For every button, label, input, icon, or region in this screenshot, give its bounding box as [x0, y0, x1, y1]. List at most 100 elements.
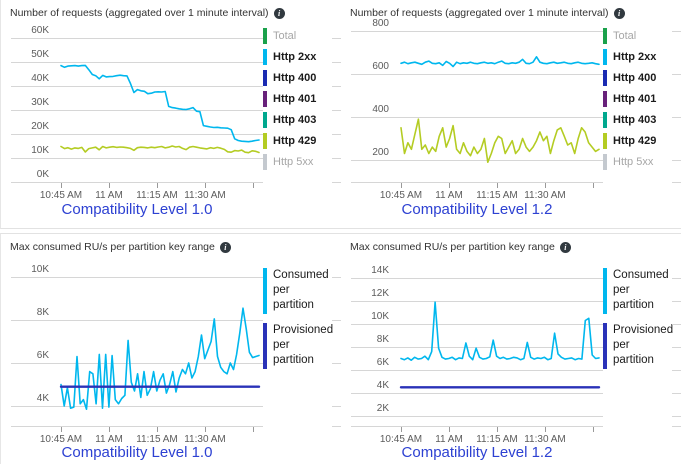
x-axis-label: 11:30 AM	[524, 434, 566, 445]
legend-swatch-http-403	[263, 112, 267, 128]
x-axis-label: 11:30 AM	[524, 190, 566, 201]
chart-area[interactable]: 800 600 400 200 10:45 AM 11 AM 11:15 AM 11:30 A…	[341, 18, 681, 206]
x-axis-label: 11:15 AM	[136, 190, 178, 201]
chart-panel-ru-cl12: Max consumed RU/s per partition key rang…	[341, 234, 681, 464]
legend-swatch-consumed-per-partition	[603, 268, 607, 314]
info-icon[interactable]: i	[613, 7, 625, 19]
chart-panel-requests-cl12: Number of requests (aggregated over 1 mi…	[341, 0, 681, 228]
gridline-stub	[672, 31, 681, 32]
chart-canvas	[11, 38, 263, 188]
legend-item-http-401[interactable]: Http 401	[263, 91, 341, 107]
legend-item-http-5xx[interactable]: Http 5xx	[263, 154, 341, 170]
gridline-stub	[332, 320, 341, 321]
legend-swatch-http-429	[603, 133, 607, 149]
legend-label: Http 5xx	[273, 156, 314, 168]
legend-label: Http 429	[273, 135, 317, 147]
legend-item-total[interactable]: Total	[263, 28, 341, 44]
gridline-stub	[672, 347, 681, 348]
legend-swatch-http-401	[263, 91, 267, 107]
series-line-http-2xx	[400, 55, 600, 68]
gridline-stub	[332, 86, 341, 87]
y-axis-label: 50K	[31, 49, 49, 60]
chart-area[interactable]: 10K 8K 6K 4K 10:45 AM 11 AM 11:15 AM 11:30 AM Co…	[1, 264, 341, 452]
y-axis-label: 8K	[36, 307, 49, 318]
y-axis-label: 0K	[36, 169, 49, 180]
legend-swatch-total	[263, 28, 267, 44]
y-axis-label: 12K	[371, 288, 389, 299]
y-axis-label: 2K	[376, 403, 389, 414]
legend-item-consumed-per-partition[interactable]: Consumed per partition	[603, 268, 681, 314]
y-axis-label: 6K	[36, 350, 49, 361]
legend-swatch-http-5xx	[603, 154, 607, 170]
chart-canvas	[351, 278, 603, 432]
legend-item-http-400[interactable]: Http 400	[263, 70, 341, 86]
x-axis-label: 11 AM	[435, 434, 463, 445]
gridline-stub	[672, 74, 681, 75]
series-line-http-2xx	[60, 64, 260, 143]
legend-item-total[interactable]: Total	[603, 28, 681, 44]
legend-label: Consumed per partition	[613, 269, 669, 311]
gridline-stub	[332, 426, 341, 427]
legend-label: Http 429	[613, 135, 657, 147]
chart-panel-ru-cl10: Max consumed RU/s per partition key rang…	[1, 234, 341, 464]
y-axis-label: 200	[372, 147, 389, 158]
legend-label: Total	[613, 30, 637, 42]
legend-swatch-total	[603, 28, 607, 44]
legend-item-http-2xx[interactable]: Http 2xx	[263, 49, 341, 65]
series-line-consumed-per-partition	[60, 307, 260, 410]
x-axis-label: 11:15 AM	[476, 434, 518, 445]
legend-item-http-400[interactable]: Http 400	[603, 70, 681, 86]
x-axis-label: 10:45 AM	[379, 190, 423, 201]
legend-item-http-401[interactable]: Http 401	[603, 91, 681, 107]
y-axis-label: 30K	[31, 97, 49, 108]
gridline-stub	[672, 416, 681, 417]
legend-item-http-2xx[interactable]: Http 2xx	[603, 49, 681, 65]
legend-swatch-http-5xx	[263, 154, 267, 170]
y-axis-label: 40K	[31, 73, 49, 84]
x-axis-label: 10:45 AM	[39, 434, 83, 445]
chart-canvas	[351, 31, 603, 188]
gridline-stub	[672, 426, 681, 427]
x-axis-label: 11 AM	[95, 190, 123, 201]
legend-item-consumed-per-partition[interactable]: Consumed per partition	[263, 268, 341, 314]
legend-item-http-429[interactable]: Http 429	[603, 133, 681, 149]
info-icon[interactable]: i	[219, 241, 231, 253]
y-axis-label: 400	[372, 104, 389, 115]
chart-legend: Consumed per partition Provisioned per partit…	[603, 268, 681, 378]
legend-label: Http 400	[613, 72, 657, 84]
legend-item-provisioned-per-partition[interactable]: Provisioned per partition	[603, 323, 681, 369]
gridline-stub	[332, 277, 341, 278]
x-axis-label: 11:15 AM	[136, 434, 178, 445]
gridline-stub	[672, 160, 681, 161]
chart-caption: Compatibility Level 1.2	[401, 444, 553, 461]
legend-label: Http 5xx	[613, 156, 654, 168]
x-axis-label: 11:30 AM	[184, 434, 226, 445]
y-axis-label: 14K	[371, 265, 389, 276]
bottom-row: Max consumed RU/s per partition key rang…	[0, 233, 681, 464]
legend-item-provisioned-per-partition[interactable]: Provisioned per partition	[263, 323, 341, 369]
series-line-http-429	[400, 118, 600, 163]
info-icon[interactable]: i	[273, 7, 285, 19]
chart-area[interactable]: 60K 50K 40K 30K 20K 10K 0K 10:45 AM 11 AM 11:15 A…	[1, 25, 341, 206]
top-row: Number of requests (aggregated over 1 mi…	[0, 0, 681, 229]
chart-caption: Compatibility Level 1.0	[61, 444, 213, 461]
legend-item-http-429[interactable]: Http 429	[263, 133, 341, 149]
chart-legend: Consumed per partition Provisioned per partit…	[263, 268, 341, 378]
x-axis-label: 11:30 AM	[184, 190, 226, 201]
legend-label: Http 400	[273, 72, 317, 84]
legend-item-http-403[interactable]: Http 403	[603, 112, 681, 128]
gridline-stub	[672, 117, 681, 118]
series-line-http-429	[60, 145, 260, 154]
chart-area[interactable]: 14K 12K 10K 8K 6K 4K 2K 10:45 AM 11 AM 11:15 AM 11…	[341, 265, 681, 452]
legend-item-http-5xx[interactable]: Http 5xx	[603, 154, 681, 170]
info-icon[interactable]: i	[559, 241, 571, 253]
legend-item-http-403[interactable]: Http 403	[263, 112, 341, 128]
legend-label: Http 403	[273, 114, 317, 126]
legend-swatch-http-403	[603, 112, 607, 128]
y-axis-label: 10K	[371, 311, 389, 322]
x-axis-label: 11 AM	[95, 434, 123, 445]
chart-title: Max consumed RU/s per partition key rang…	[350, 241, 571, 253]
chart-title: Number of requests (aggregated over 1 mi…	[350, 7, 625, 19]
chart-caption: Compatibility Level 1.2	[401, 201, 553, 218]
legend-label: Consumed per partition	[273, 269, 329, 311]
